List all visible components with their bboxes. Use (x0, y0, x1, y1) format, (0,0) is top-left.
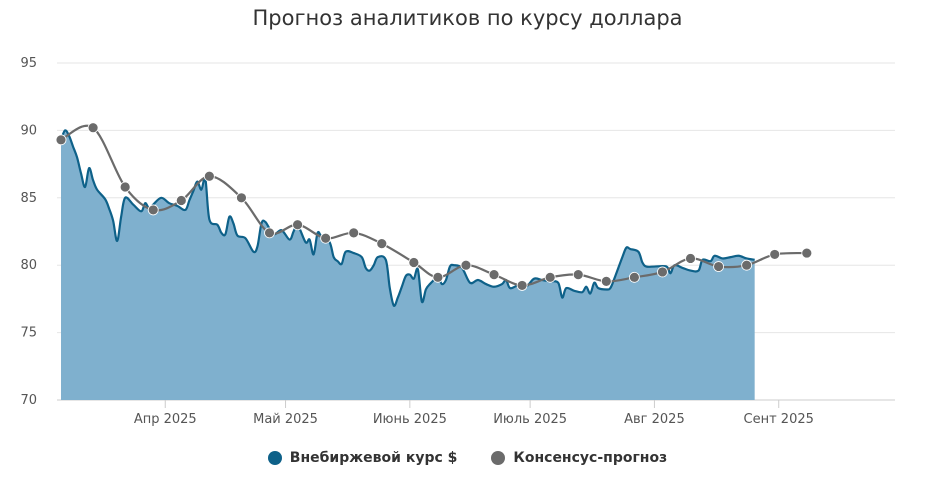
legend-marker-otc-rate (267, 451, 282, 465)
consensus-point (713, 261, 724, 272)
y-tick-label: 95 (20, 56, 37, 71)
consensus-point (657, 266, 668, 278)
consensus-point (292, 219, 303, 231)
consensus-point (203, 170, 215, 182)
consensus-point (685, 253, 696, 264)
consensus-point (741, 259, 753, 271)
legend-item-consensus[interactable]: Консенсус-прогноз (491, 450, 667, 466)
consensus-point (264, 227, 275, 239)
y-tick-label: 90 (20, 123, 37, 138)
consensus-point (408, 257, 420, 268)
consensus-point (572, 269, 584, 281)
legend-item-otc-rate[interactable]: Внебиржевой курс $ (267, 450, 458, 466)
consensus-point (801, 247, 813, 259)
chart-title: Прогноз аналитиков по курсу доллара (252, 6, 683, 30)
otc-rate-line (59, 129, 755, 307)
consensus-point (628, 271, 640, 283)
consensus-point (175, 195, 187, 206)
x-tick-label: Авг 2025 (624, 412, 685, 427)
x-tick-label: Июнь 2025 (373, 412, 447, 427)
consensus-point (516, 280, 528, 291)
x-tick-label: Апр 2025 (134, 412, 197, 427)
x-tick-label: Июль 2025 (493, 412, 567, 427)
consensus-point (488, 269, 500, 281)
y-tick-label: 80 (20, 258, 37, 273)
consensus-point (544, 271, 556, 283)
consensus-point (769, 249, 781, 260)
otc-rate-area (61, 130, 755, 400)
chart-legend: Внебиржевой курс $ Консенсус-прогноз (0, 450, 935, 466)
consensus-point (320, 232, 332, 244)
legend-marker-consensus (491, 451, 506, 465)
legend-label-otc-rate: Внебиржевой курс $ (289, 450, 458, 466)
consensus-point (147, 204, 159, 216)
y-tick-label: 85 (20, 191, 37, 206)
consensus-point (432, 271, 444, 283)
consensus-point (348, 227, 360, 239)
x-tick-label: Сент 2025 (744, 412, 814, 427)
consensus-point (600, 275, 612, 287)
legend-label-consensus: Консенсус-прогноз (513, 450, 668, 466)
consensus-point (460, 259, 472, 271)
consensus-point (236, 192, 247, 204)
consensus-point (87, 122, 99, 134)
x-tick-label: Май 2025 (253, 412, 318, 427)
consensus-point (119, 181, 131, 193)
consensus-point (376, 238, 388, 250)
y-tick-label: 70 (20, 393, 37, 408)
y-tick-label: 75 (20, 326, 37, 341)
consensus-point (55, 134, 67, 146)
